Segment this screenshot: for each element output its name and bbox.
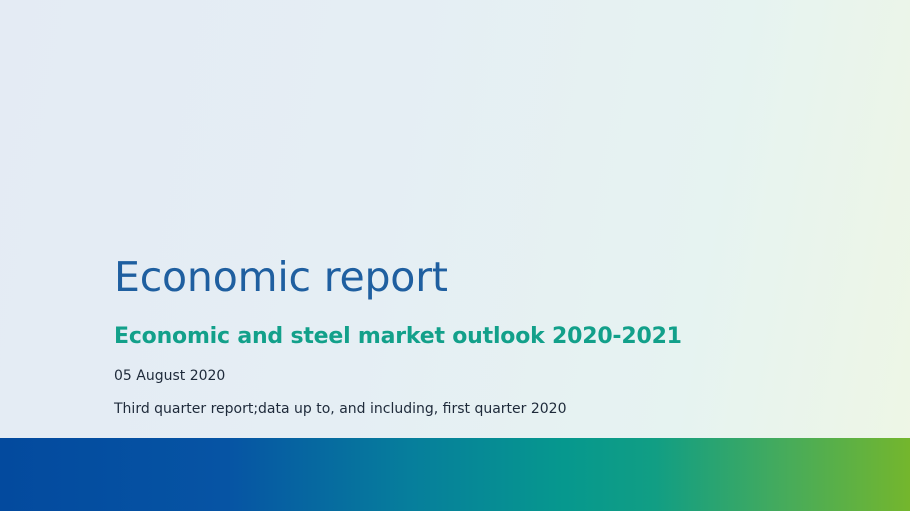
report-coverage-note: Third quarter report;data up to, and inc… (114, 401, 567, 417)
report-subtitle: Economic and steel market outlook 2020-2… (114, 324, 682, 349)
title-block: Economic report Economic and steel marke… (114, 250, 874, 418)
gradient-footer-band (0, 438, 910, 511)
report-title: Economic report (114, 253, 448, 301)
report-date: 05 August 2020 (114, 368, 226, 384)
